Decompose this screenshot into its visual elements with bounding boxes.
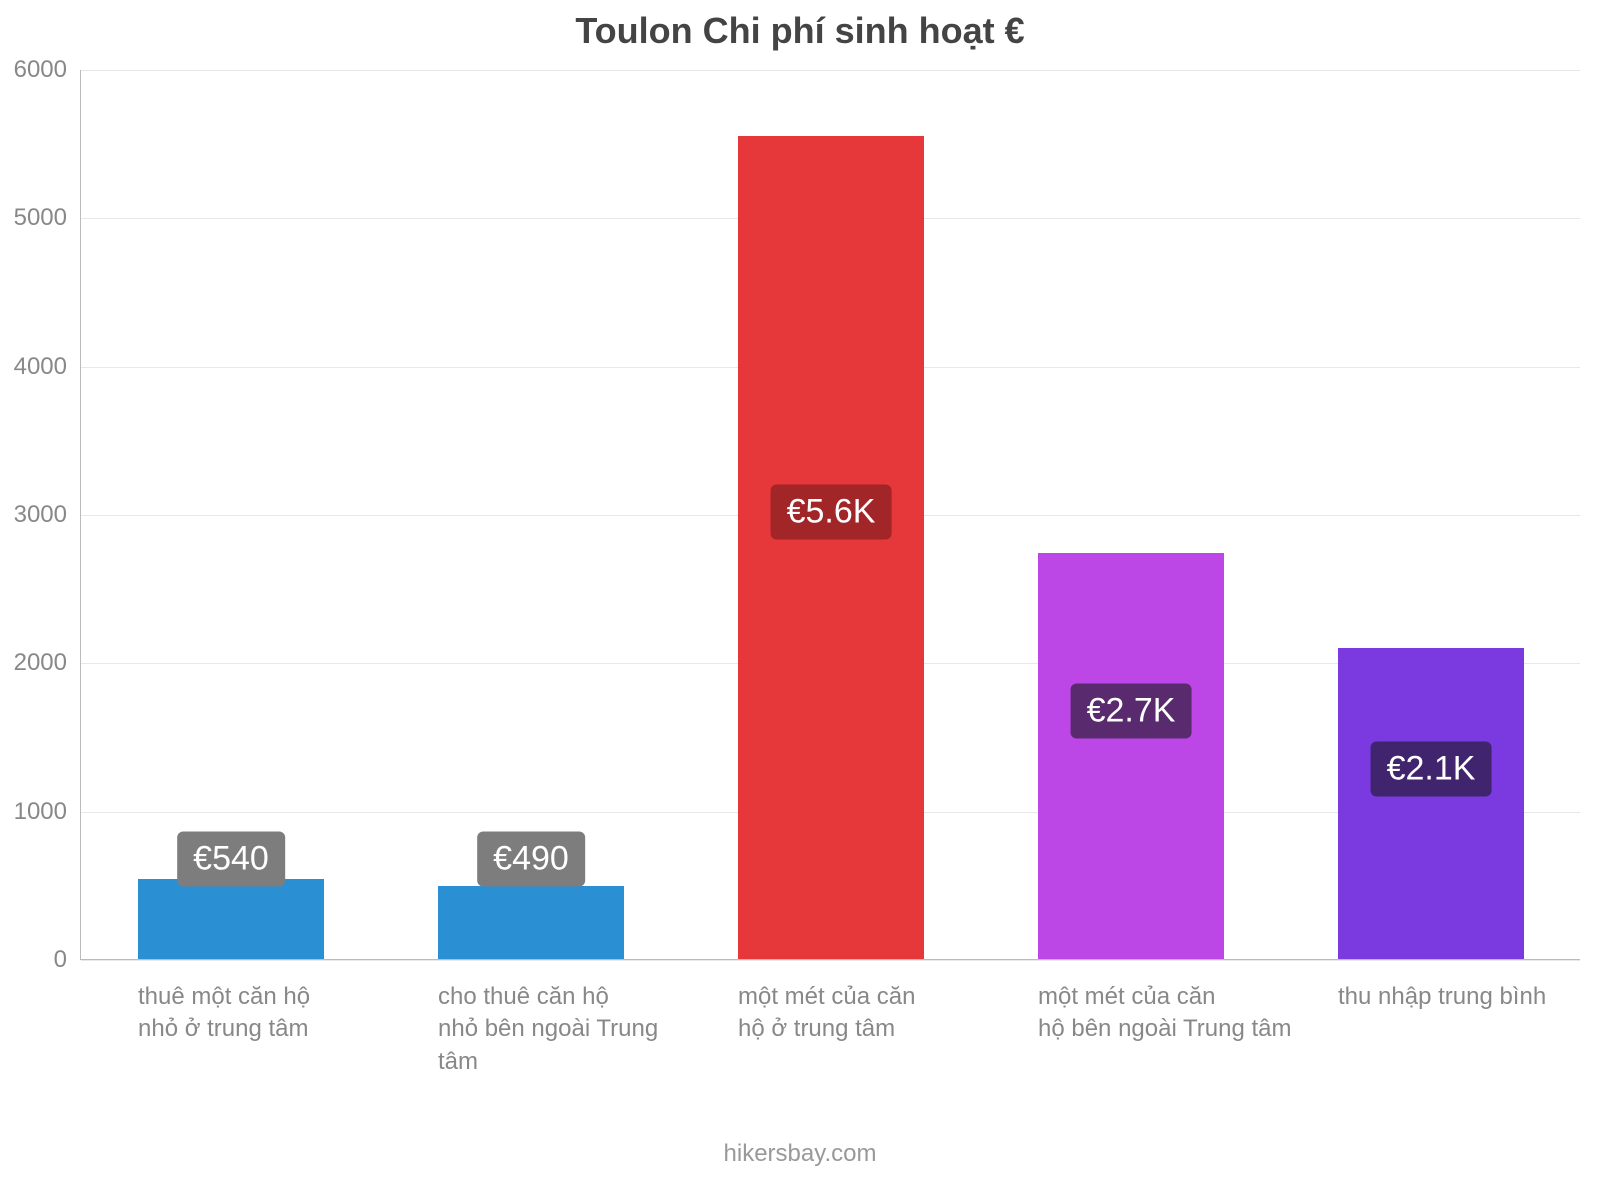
bar-value-badge: €490: [477, 832, 585, 887]
gridline: [81, 70, 1580, 71]
bar: [1038, 553, 1224, 959]
y-tick-label: 5000: [14, 204, 81, 232]
bar-value-badge: €5.6K: [771, 485, 892, 540]
x-tick-label: thuê một căn hộnhỏ ở trung tâm: [138, 959, 398, 1046]
bar-value-badge: €2.1K: [1371, 741, 1492, 796]
bar: [1338, 648, 1524, 960]
x-tick-label: một mét của cănhộ ở trung tâm: [738, 959, 998, 1046]
bar: [738, 136, 924, 959]
x-tick-label: một mét của cănhộ bên ngoài Trung tâm: [1038, 959, 1298, 1046]
y-tick-label: 6000: [14, 56, 81, 84]
x-tick-label: cho thuê căn hộnhỏ bên ngoài Trung tâm: [438, 959, 698, 1078]
cost-of-living-bar-chart: Toulon Chi phí sinh hoạt € 0100020003000…: [0, 0, 1600, 1200]
y-tick-label: 4000: [14, 353, 81, 381]
chart-footer: hikersbay.com: [0, 1140, 1600, 1168]
y-tick-label: 3000: [14, 501, 81, 529]
bar-value-badge: €2.7K: [1071, 683, 1192, 738]
bar: [138, 879, 324, 959]
x-tick-label: thu nhập trung bình: [1338, 959, 1598, 1013]
bar: [438, 886, 624, 959]
plot-area: 0100020003000400050006000€540thuê một că…: [80, 70, 1580, 960]
y-tick-label: 1000: [14, 798, 81, 826]
chart-title: Toulon Chi phí sinh hoạt €: [0, 10, 1600, 52]
y-tick-label: 2000: [14, 649, 81, 677]
y-tick-label: 0: [54, 946, 81, 974]
bar-value-badge: €540: [177, 832, 285, 887]
